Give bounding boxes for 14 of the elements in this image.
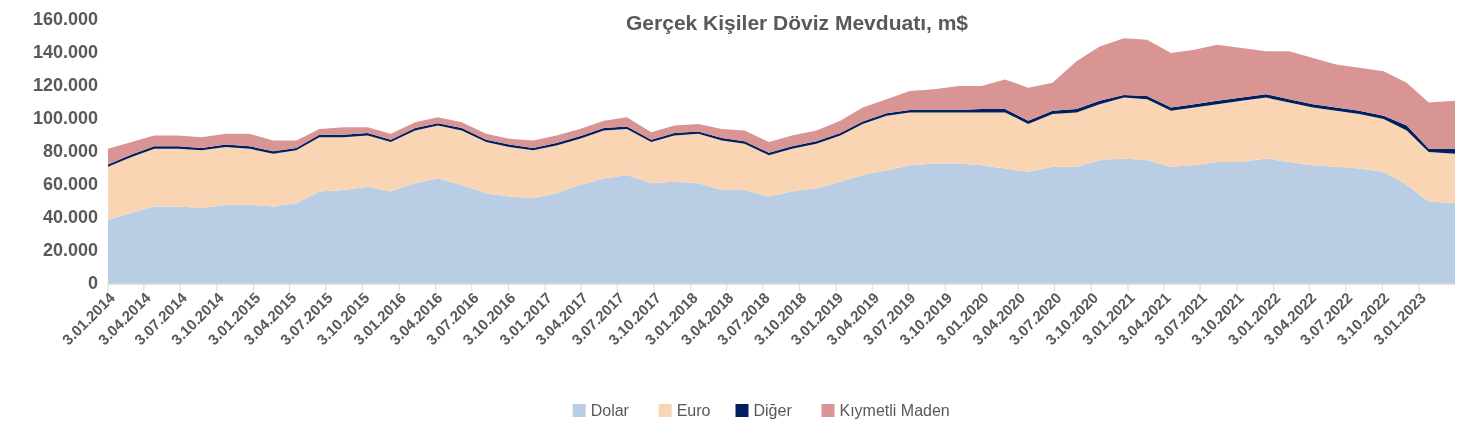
chart-title: Gerçek Kişiler Döviz Mevduatı, m$ — [626, 11, 969, 34]
y-tick-label: 60.000 — [42, 173, 98, 194]
legend-label: Diğer — [753, 402, 793, 419]
legend-label: Kıymetli Maden — [839, 402, 950, 419]
y-tick-label: 160.000 — [32, 8, 98, 29]
legend-label: Dolar — [590, 402, 630, 419]
y-tick-label: 120.000 — [32, 74, 98, 95]
y-tick-label: 40.000 — [42, 206, 98, 227]
y-tick-label: 100.000 — [32, 107, 98, 128]
y-tick-label: 20.000 — [42, 239, 98, 260]
y-tick-label: 0 — [87, 272, 98, 293]
y-tick-label: 140.000 — [32, 41, 98, 62]
y-tick-label: 80.000 — [42, 140, 98, 161]
legend-label: Euro — [676, 402, 711, 419]
